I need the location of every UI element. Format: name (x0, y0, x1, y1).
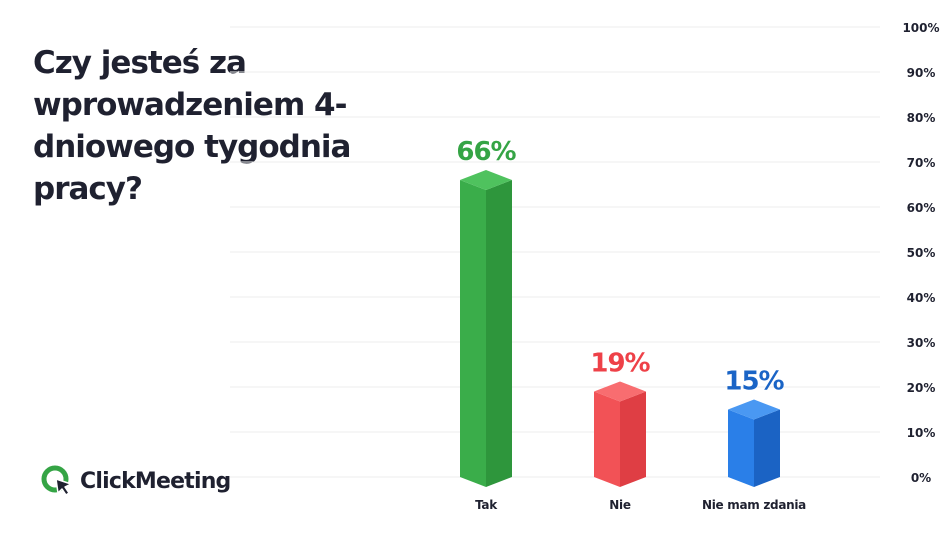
bar-nie-mam-zdania (728, 399, 780, 487)
y-tick-label: 40% (907, 291, 936, 305)
bar-face-front (594, 391, 620, 487)
clickmeeting-logo: ClickMeeting (40, 463, 231, 499)
bar-face-side (620, 391, 646, 487)
y-tick-label: 30% (907, 336, 936, 350)
clickmeeting-logo-icon (41, 465, 72, 496)
data-label: 66% (456, 137, 516, 167)
chart-title: Czy jesteś za wprowadzeniem 4-dniowego t… (33, 45, 351, 207)
y-tick-label: 60% (907, 201, 936, 215)
category-label: Nie mam zdania (702, 498, 806, 512)
y-tick-label: 10% (907, 426, 936, 440)
y-tick-label: 90% (907, 66, 936, 80)
category-label: Tak (475, 498, 498, 512)
logo-text: ClickMeeting (80, 468, 231, 494)
bar-face-side (486, 180, 512, 487)
category-label: Nie (609, 498, 631, 512)
bar-face-top (728, 399, 780, 420)
bar-face-front (728, 409, 754, 487)
y-tick-label: 80% (907, 111, 936, 125)
bar-face-side (754, 409, 780, 487)
data-label: 15% (724, 367, 784, 397)
y-tick-label: 50% (907, 246, 936, 260)
bar-tak (460, 170, 512, 487)
bar-nie (594, 381, 646, 487)
bar-face-front (460, 180, 486, 487)
gridlines (230, 26, 880, 478)
y-tick-label: 100% (902, 21, 939, 35)
data-label: 19% (590, 349, 650, 379)
bar-face-top (460, 170, 512, 190)
y-tick-label: 0% (911, 471, 931, 485)
bars: 66% Tak 19% Nie 15% Nie mam zdania (456, 137, 806, 512)
y-tick-label: 70% (907, 156, 936, 170)
y-axis-ticks: 0% 10% 20% 30% 40% 50% 60% 70% 80% 90% 100% (902, 21, 939, 485)
bar-face-top (594, 381, 646, 402)
y-tick-label: 20% (907, 381, 936, 395)
